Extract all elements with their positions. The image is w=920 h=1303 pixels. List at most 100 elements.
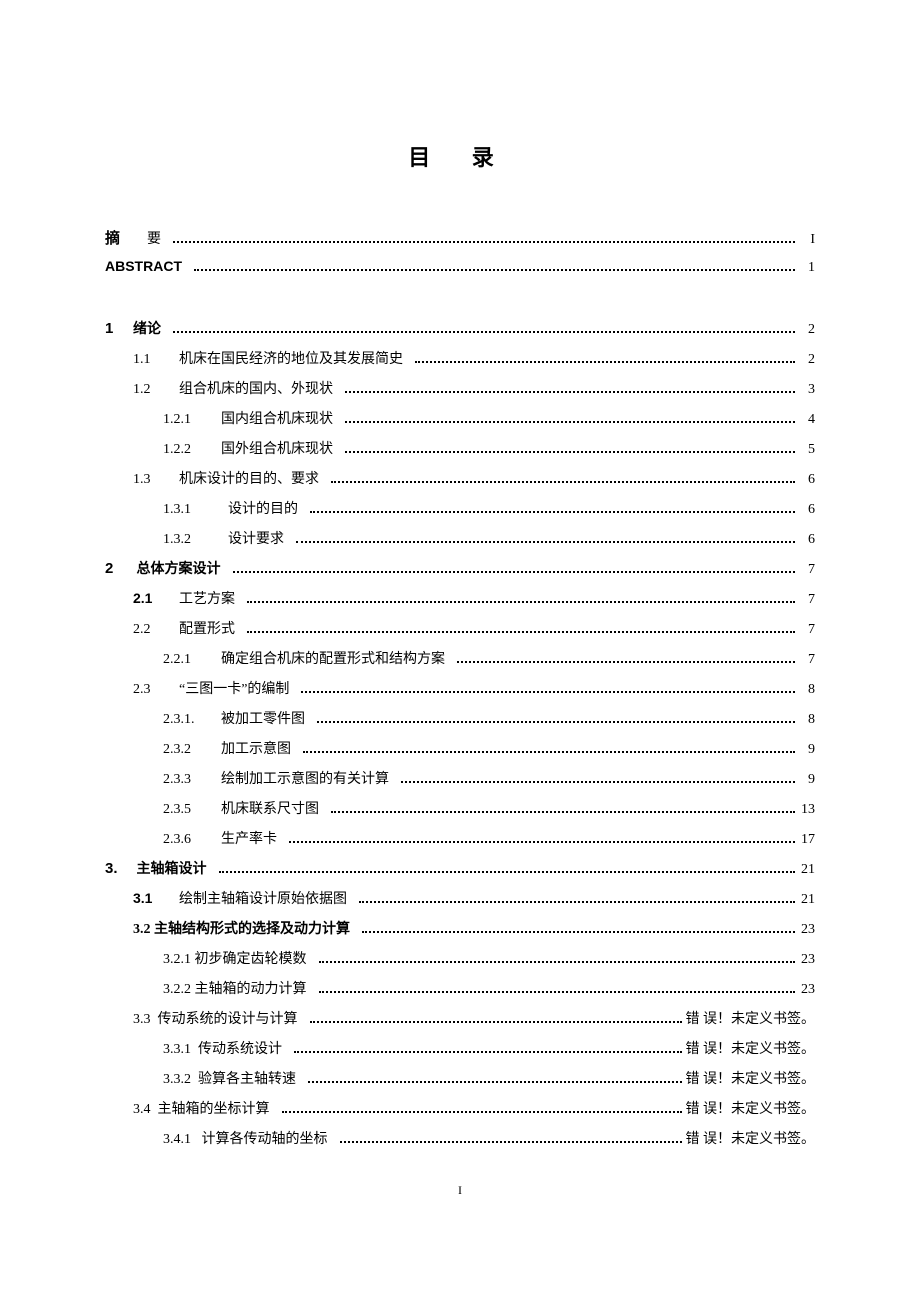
toc-row: 3.3.2 验算各主轴转速 错 误！未定义书签。 [105,1068,815,1088]
toc-container: 摘 要IABSTRACT11绪论21.1机床在国民经济的地位及其发展简史21.2… [105,227,815,1148]
toc-row: 3.4 主轴箱的坐标计算错 误！未定义书签。 [105,1098,815,1118]
toc-row: 摘 要I [105,227,815,248]
toc-subsection-num: 2.2.1 [163,652,211,668]
toc-subsection-label: 设计要求 [221,528,284,548]
toc-leader-dots [173,241,795,243]
toc-leader-dots [317,721,795,723]
toc-subsection-num: 1.2.1 [163,412,211,428]
toc-page-number: 6 [799,502,815,518]
toc-row: 3.4.1 计算各传动轴的坐标 错 误！未定义书签。 [105,1128,815,1148]
toc-section-label: 机床在国民经济的地位及其发展简史 [179,348,403,368]
toc-leader-dots [345,451,795,453]
toc-page-number: 6 [799,532,815,548]
toc-page-number: 7 [799,562,815,578]
toc-row: 1绪论 2 [105,318,815,338]
toc-page-number: 9 [799,742,815,758]
toc-row: 1.2.1 国内组合机床现状 4 [105,408,815,428]
toc-page-number: 4 [799,412,815,428]
toc-row: 2.3.3绘制加工示意图的有关计算9 [105,768,815,788]
toc-row: 1.2组合机床的国内、外现状3 [105,378,815,398]
toc-leader-dots [331,481,795,483]
toc-row: 3.1绘制主轴箱设计原始依据图21 [105,888,815,908]
toc-page-number: 23 [799,952,815,968]
toc-subsection-label: 被加工零件图 [221,708,305,728]
toc-row: 3.2.2 主轴箱的动力计算 23 [105,978,815,998]
toc-page-number: 错 误！未定义书签。 [686,1128,816,1148]
toc-leader-dots [247,631,795,633]
toc-section-num: 2.1 [133,590,169,606]
toc-leader-dots [310,511,795,513]
toc-row: 3.3 传动系统的设计与计算错 误！未定义书签。 [105,1008,815,1028]
toc-subsection-label: 3.4.1 计算各传动轴的坐标 [163,1128,328,1148]
toc-leader-dots [303,751,795,753]
toc-chapter-label: 主轴箱设计 [133,858,207,878]
toc-leader-dots [296,541,795,543]
toc-leader-dots [457,661,795,663]
toc-leader-dots [359,901,795,903]
toc-chapter-num: 3. [105,860,133,877]
page-footer: I [105,1183,815,1198]
toc-chapter-num: 1 [105,320,133,337]
toc-row: 3. 主轴箱设计 21 [105,858,815,878]
toc-subsection-label: 3.3.2 验算各主轴转速 [163,1068,296,1088]
toc-section-label: 工艺方案 [179,588,235,608]
toc-top-num: 摘 [105,227,133,248]
toc-leader-dots [282,1111,682,1113]
toc-subsection-num: 2.3.2 [163,742,211,758]
toc-subsection-label: 国内组合机床现状 [221,408,333,428]
toc-subsection-label: 设计的目的 [221,498,298,518]
toc-page-number: 23 [799,982,815,998]
toc-leader-dots [345,421,795,423]
toc-section-label: 3.3 传动系统的设计与计算 [133,1008,298,1028]
toc-section-label: “三图一卡”的编制 [179,678,289,698]
toc-subsection-label: 3.2.1 初步确定齿轮模数 [163,948,307,968]
toc-subsection-label: 国外组合机床现状 [221,438,333,458]
toc-top-label: 要 [133,228,161,248]
toc-row: 1.2.2国外组合机床现状5 [105,438,815,458]
toc-page-number: 23 [799,922,815,938]
toc-subsection-num: 1.3.2 [163,532,211,548]
toc-page-number: 错 误！未定义书签。 [686,1068,816,1088]
toc-page-number: 8 [799,682,815,698]
toc-page-number: 13 [799,802,815,818]
toc-page-number: 错 误！未定义书签。 [686,1038,816,1058]
toc-page-number: 6 [799,472,815,488]
toc-page-number: 7 [799,652,815,668]
toc-chapter-label: 总体方案设计 [133,558,221,578]
toc-leader-dots [345,391,795,393]
toc-leader-dots [194,269,795,271]
toc-row: 3.2.1 初步确定齿轮模数 23 [105,948,815,968]
toc-subsection-num: 2.3.5 [163,802,211,818]
toc-page-number: 7 [799,592,815,608]
toc-row: 1.3.1 设计的目的 6 [105,498,815,518]
toc-subsection-label: 加工示意图 [221,738,291,758]
toc-subsection-num: 1.3.1 [163,502,211,518]
toc-row: 2.3.2 加工示意图 9 [105,738,815,758]
toc-page-number: I [799,232,815,248]
toc-page-number: 17 [799,832,815,848]
toc-section-num: 2.2 [133,622,169,638]
toc-chapter-label: 绪论 [133,318,161,338]
toc-page-number: 21 [799,862,815,878]
toc-row: 2.3“三图一卡”的编制8 [105,678,815,698]
toc-page-number: 2 [799,322,815,338]
toc-page-number: 8 [799,712,815,728]
toc-leader-dots [308,1081,682,1083]
toc-subsection-label: 3.2.2 主轴箱的动力计算 [163,978,307,998]
toc-row: 1.3.2 设计要求 6 [105,528,815,548]
toc-leader-dots [401,781,795,783]
toc-leader-dots [294,1051,682,1053]
toc-row: 1.3机床设计的目的、要求6 [105,468,815,488]
toc-leader-dots [219,871,796,873]
toc-leader-dots [247,601,795,603]
toc-page-number: 9 [799,772,815,788]
toc-section-label: 3.2 主轴结构形式的选择及动力计算 [133,918,350,938]
toc-leader-dots [173,331,795,333]
toc-title: 目 录 [105,140,815,172]
toc-row: 2.2配置形式7 [105,618,815,638]
toc-section-num: 1.2 [133,382,169,398]
toc-subsection-num: 2.3.3 [163,772,211,788]
toc-row: 2.3.5机床联系尺寸图13 [105,798,815,818]
toc-page-number: 错 误！未定义书签。 [686,1098,816,1118]
toc-section-label: 组合机床的国内、外现状 [179,378,333,398]
